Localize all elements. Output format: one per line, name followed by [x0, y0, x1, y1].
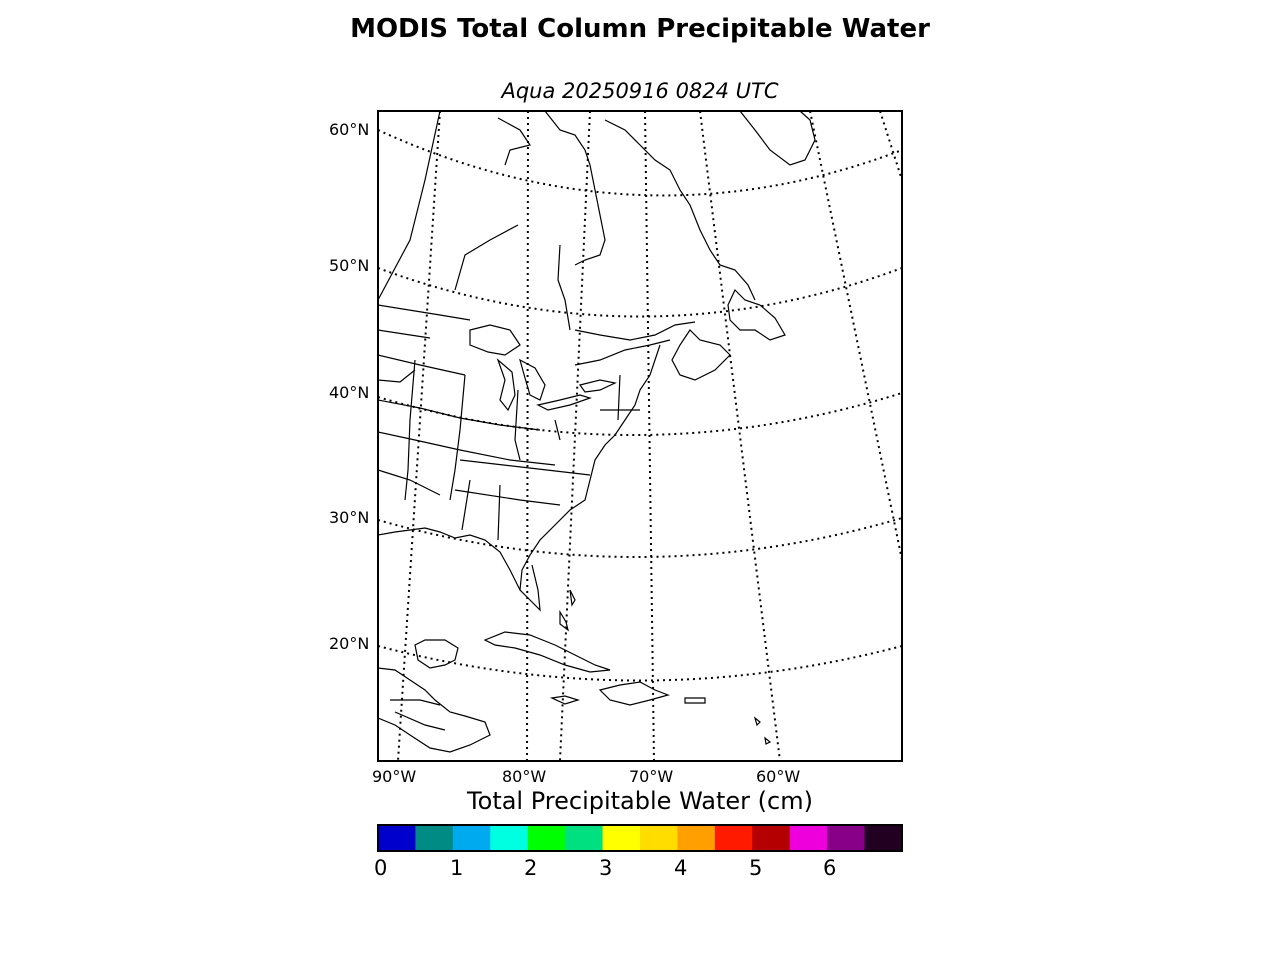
lat-label-30: 30°N [329, 508, 370, 527]
graticule-meridians [397, 111, 902, 761]
colorbar-swatch [602, 825, 641, 851]
colorbar-swatch [864, 825, 903, 851]
lon-label-70: 70°W [629, 767, 674, 786]
colorbar-swatch [789, 825, 828, 851]
map-subtitle: Aqua 20250916 0824 UTC [501, 79, 779, 103]
lat-label-20: 20°N [329, 634, 370, 653]
lon-label-80: 80°W [502, 767, 547, 786]
lat-label-50: 50°N [329, 256, 370, 275]
colorbar-swatch [827, 825, 866, 851]
colorbar-swatch [378, 825, 416, 851]
colorbar-frame [377, 824, 903, 852]
colorbar-tick-5: 5 [749, 856, 763, 880]
colorbar-tick-6: 6 [823, 856, 837, 880]
colorbar-swatch [415, 825, 454, 851]
colorbar-swatch [714, 825, 753, 851]
lon-label-90: 90°W [372, 767, 417, 786]
colorbar-tick-4: 4 [674, 856, 688, 880]
colorbar-swatch [565, 825, 604, 851]
colorbar-tick-0: 0 [374, 856, 388, 880]
lat-label-60: 60°N [329, 120, 370, 139]
colorbar-swatch [452, 825, 491, 851]
page-title: MODIS Total Column Precipitable Water [350, 14, 930, 44]
colorbar-title: Total Precipitable Water (cm) [467, 787, 813, 815]
colorbar [377, 824, 903, 852]
colorbar-tick-2: 2 [524, 856, 538, 880]
colorbar-swatch [490, 825, 529, 851]
lon-label-60: 60°W [756, 767, 801, 786]
colorbar-swatch [640, 825, 678, 851]
lat-label-40: 40°N [329, 383, 370, 402]
colorbar-swatch [677, 825, 716, 851]
colorbar-tick-3: 3 [599, 856, 613, 880]
graticule-parallels [378, 129, 902, 682]
colorbar-tick-1: 1 [450, 856, 464, 880]
map-frame [377, 110, 903, 762]
colorbar-swatch [752, 825, 791, 851]
coastlines [378, 111, 816, 753]
colorbar-swatch [527, 825, 566, 851]
